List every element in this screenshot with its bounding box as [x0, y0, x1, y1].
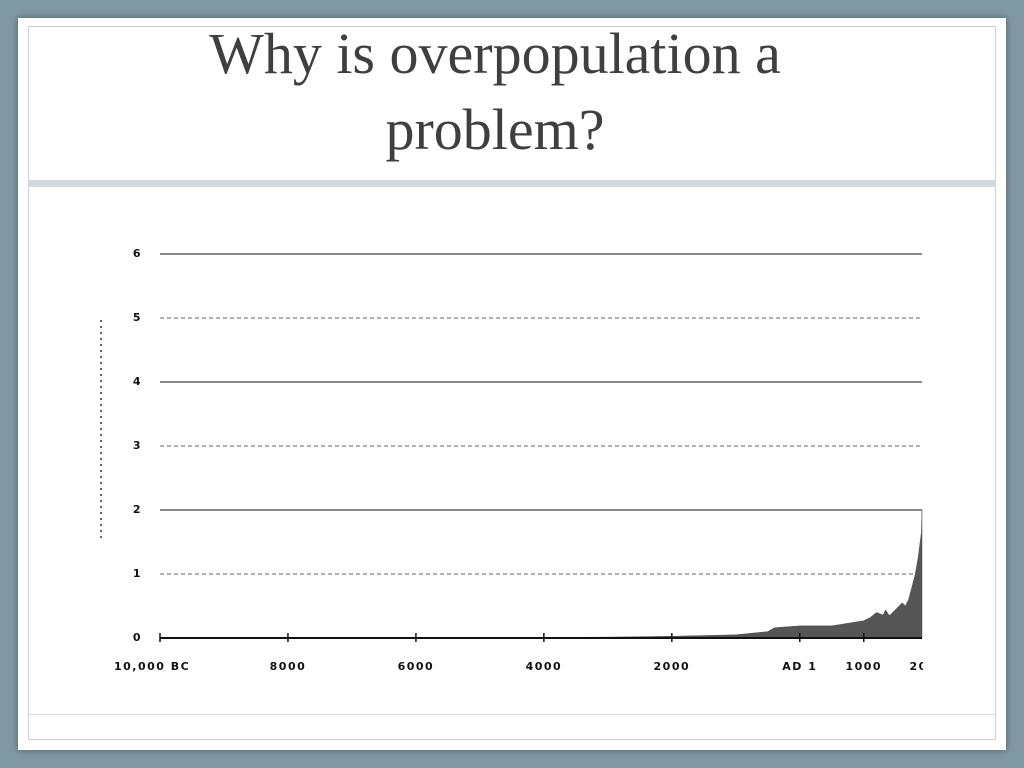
y-tick-label: 1 [133, 567, 142, 580]
slide-frame [28, 26, 996, 740]
y-tick-label: 4 [133, 375, 142, 388]
slide [18, 18, 1006, 750]
x-tick-label: 6000 [398, 660, 435, 673]
x-tick-label: 10,000 BC [114, 660, 190, 673]
y-tick-label: 0 [133, 631, 142, 644]
x-tick-label: 1000 [845, 660, 882, 673]
y-tick-label: 6 [133, 247, 142, 260]
plot-layer: 0 1 2 3 4 5 6 10,000 BC 8000 6000 4000 2000 AD 1 1000… [114, 247, 946, 673]
footer-line [28, 714, 996, 715]
x-tick-label: 2000 [654, 660, 691, 673]
slide-title: Why is overpopulation a problem? [209, 21, 781, 162]
y-tick-label: 2 [133, 503, 142, 516]
x-tick-label: 2000 [909, 660, 946, 673]
y-tick-label: 5 [133, 311, 142, 324]
x-tick-label: AD 1 [782, 660, 817, 673]
x-tick-label: 8000 [270, 660, 307, 673]
y-tick-label: 3 [133, 439, 142, 452]
x-tick-label: 4000 [526, 660, 563, 673]
header-band [28, 180, 996, 187]
